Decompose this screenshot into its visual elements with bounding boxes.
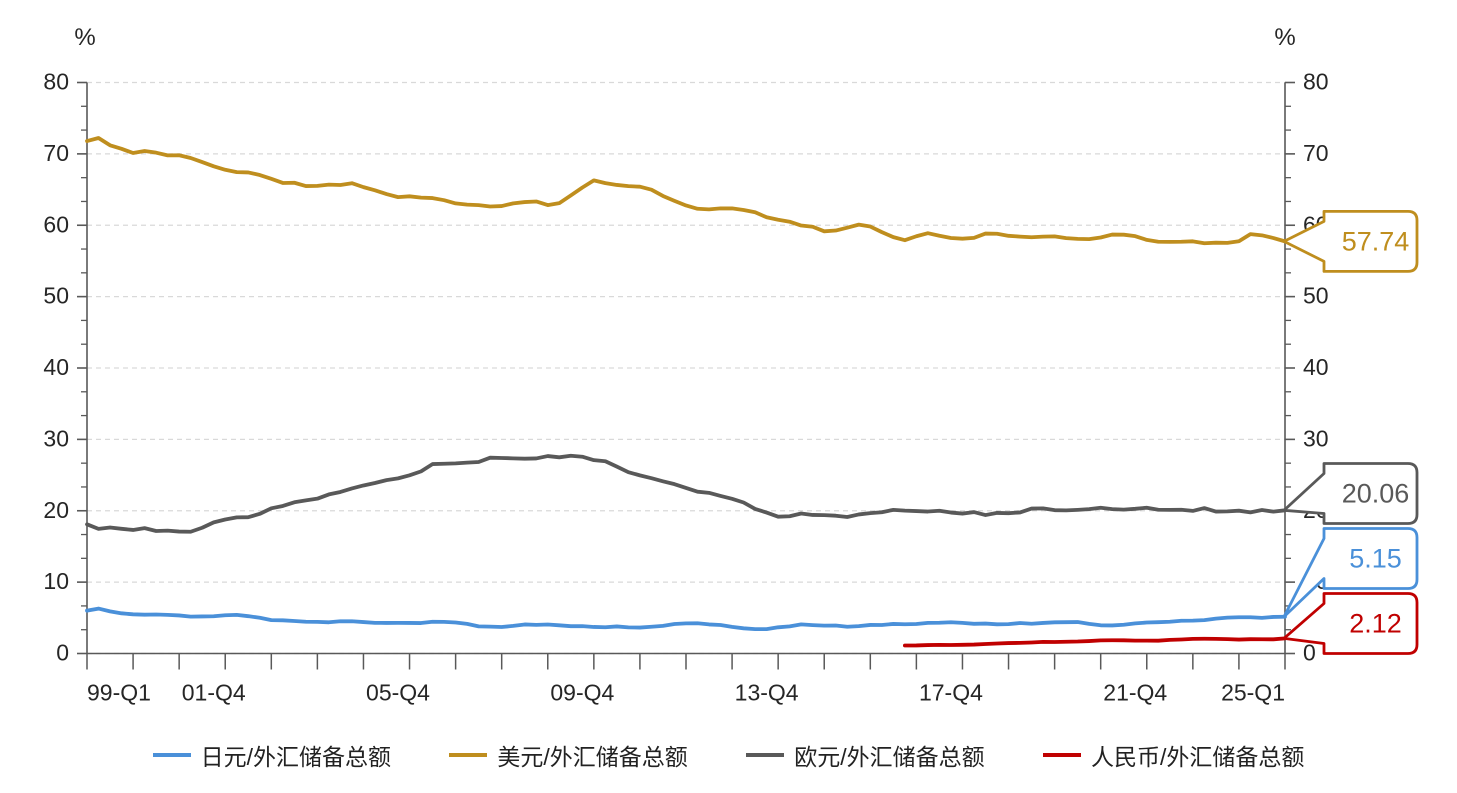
svg-text:09-Q4: 09-Q4 <box>550 680 614 706</box>
svg-text:20.06: 20.06 <box>1342 479 1410 509</box>
svg-text:40: 40 <box>43 354 69 380</box>
svg-text:5.15: 5.15 <box>1349 544 1402 574</box>
svg-text:01-Q4: 01-Q4 <box>182 680 246 706</box>
svg-text:17-Q4: 17-Q4 <box>919 680 983 706</box>
svg-text:%: % <box>1274 24 1295 51</box>
svg-text:60: 60 <box>43 211 69 237</box>
svg-text:25-Q1: 25-Q1 <box>1221 680 1285 706</box>
svg-text:10: 10 <box>43 568 69 594</box>
svg-text:50: 50 <box>1303 283 1329 309</box>
svg-text:05-Q4: 05-Q4 <box>366 680 430 706</box>
svg-text:50: 50 <box>43 283 69 309</box>
svg-text:%: % <box>74 24 95 51</box>
svg-text:2.12: 2.12 <box>1349 609 1402 639</box>
svg-text:70: 70 <box>43 140 69 166</box>
svg-text:57.74: 57.74 <box>1342 226 1410 256</box>
svg-text:30: 30 <box>43 425 69 451</box>
svg-text:40: 40 <box>1303 354 1329 380</box>
svg-text:80: 80 <box>43 69 69 95</box>
svg-text:80: 80 <box>1303 69 1329 95</box>
svg-text:99-Q1: 99-Q1 <box>87 680 151 706</box>
svg-text:21-Q4: 21-Q4 <box>1103 680 1167 706</box>
svg-text:20: 20 <box>43 497 69 523</box>
svg-text:13-Q4: 13-Q4 <box>735 680 799 706</box>
svg-text:30: 30 <box>1303 425 1329 451</box>
svg-text:0: 0 <box>56 640 69 666</box>
svg-text:70: 70 <box>1303 140 1329 166</box>
